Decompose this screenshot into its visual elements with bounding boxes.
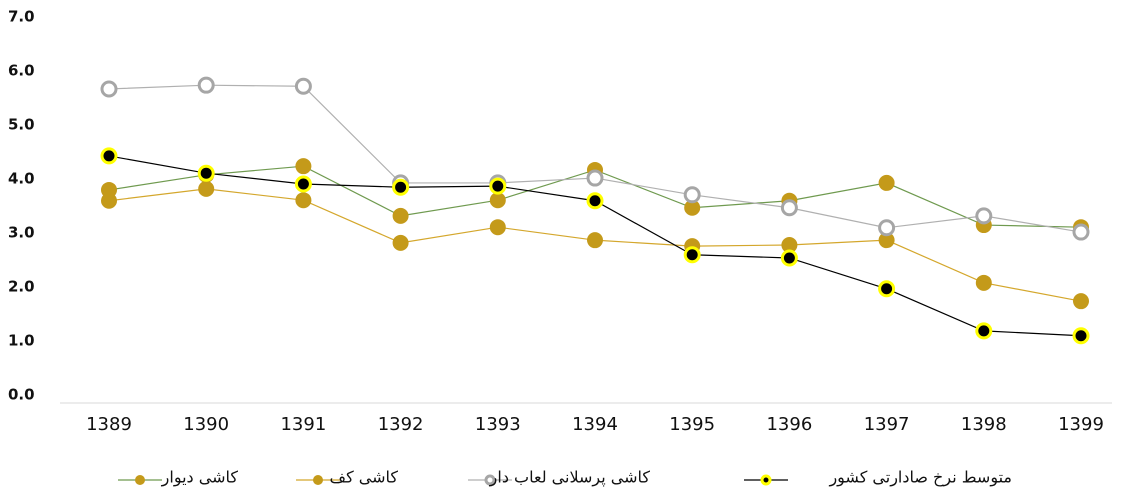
data-point	[780, 249, 798, 267]
data-point	[586, 192, 604, 210]
x-tick-label: 1396	[766, 414, 812, 435]
data-point	[489, 177, 507, 195]
x-tick-label: 1390	[183, 414, 229, 435]
legend-marker	[313, 475, 323, 485]
data-point	[392, 234, 409, 251]
data-point	[392, 178, 410, 196]
series-line	[108, 84, 1082, 233]
x-tick-label: 1395	[669, 414, 715, 435]
legend-label: متوسط نرخ صادارتی کشور	[828, 468, 1012, 488]
data-point	[294, 77, 312, 95]
y-tick-label: 6.0	[8, 62, 35, 80]
x-tick-label: 1394	[572, 414, 618, 435]
data-point	[586, 169, 604, 187]
y-tick-label: 2.0	[8, 278, 35, 296]
x-tick-label: 1392	[378, 414, 424, 435]
data-point	[878, 232, 895, 249]
y-tick-label: 4.0	[8, 170, 35, 188]
data-point	[1072, 223, 1090, 241]
y-tick-label: 5.0	[8, 116, 35, 134]
data-point	[1073, 293, 1089, 310]
data-point	[781, 237, 798, 254]
legend-label: کاشی پرسلانی لعاب دار	[489, 468, 651, 488]
legend-marker	[760, 474, 772, 486]
y-tick-label: 7.0	[8, 8, 35, 26]
x-tick-label: 1399	[1058, 414, 1104, 435]
x-tick-label: 1393	[475, 414, 521, 435]
data-point	[1072, 327, 1090, 345]
data-point	[878, 174, 895, 191]
data-point	[975, 207, 993, 225]
data-point	[489, 219, 506, 236]
legend-label: کاشی کف	[330, 468, 399, 487]
data-point	[294, 175, 312, 193]
x-tick-label: 1398	[961, 414, 1007, 435]
data-point	[198, 180, 215, 197]
data-point	[683, 246, 701, 264]
x-tick-label: 1391	[280, 414, 326, 435]
data-point	[878, 219, 896, 237]
data-point	[100, 80, 118, 98]
y-tick-label: 1.0	[8, 332, 35, 350]
data-point	[780, 199, 798, 217]
legend-marker	[135, 475, 145, 485]
data-point	[878, 280, 896, 298]
legend-label: کاشی دیوار	[161, 468, 239, 488]
x-tick-label: 1389	[86, 414, 132, 435]
data-point	[975, 274, 992, 291]
data-point	[295, 158, 312, 175]
data-point	[197, 164, 215, 182]
data-point	[392, 207, 409, 224]
data-point	[489, 192, 506, 209]
data-point	[587, 232, 603, 249]
data-point	[100, 147, 118, 165]
data-point	[684, 199, 701, 216]
data-point	[295, 192, 312, 209]
data-point	[197, 76, 215, 94]
x-tick-label: 1397	[864, 414, 910, 435]
data-point	[683, 186, 701, 204]
data-point	[975, 322, 993, 340]
y-tick-label: 0.0	[8, 386, 35, 404]
legend-marker	[484, 474, 496, 486]
data-point	[101, 192, 117, 209]
y-tick-label: 3.0	[8, 224, 35, 242]
